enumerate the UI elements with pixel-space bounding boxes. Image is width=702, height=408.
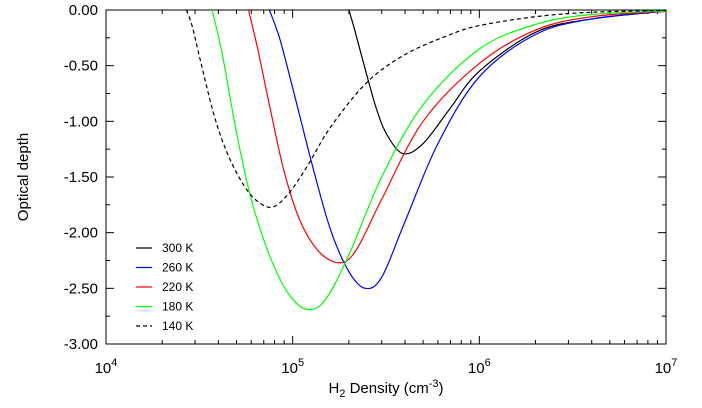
y-tick-label: -2.00 — [64, 225, 98, 242]
y-tick-label: -0.50 — [64, 58, 98, 75]
x-tick-label: 104 — [95, 357, 118, 377]
x-tick-label: 107 — [655, 357, 678, 377]
series-lines — [185, 9, 667, 311]
x-tick-label: 106 — [468, 357, 491, 377]
legend-label: 260 K — [162, 261, 193, 275]
x-tick-label: 105 — [281, 357, 304, 377]
axis-tick-labels: 0.00 -0.50 -1.00 -1.50 -2.00 -2.50 -3.00 104 105… — [64, 2, 678, 377]
y-axis-title: Optical depth — [15, 133, 32, 221]
legend-label: 220 K — [162, 280, 193, 294]
legend: 300 K 260 K 220 K 180 K 140 K — [136, 241, 193, 333]
series-line-260-k — [268, 9, 667, 290]
legend-label: 180 K — [162, 300, 193, 314]
series-line-300-k — [348, 9, 667, 155]
series-line-220-k — [247, 9, 667, 264]
y-tick-label: -1.00 — [64, 113, 98, 130]
series-line-180-k — [211, 9, 667, 311]
y-tick-label: -2.50 — [64, 280, 98, 297]
legend-label: 300 K — [162, 241, 193, 255]
y-tick-label: 0.00 — [69, 2, 98, 19]
legend-label: 140 K — [162, 319, 193, 333]
y-tick-label: -1.50 — [64, 169, 98, 186]
series-line-140-k — [185, 9, 667, 208]
x-axis-title: H2 Density (cm-3) — [328, 378, 443, 400]
y-tick-label: -3.00 — [64, 336, 98, 353]
